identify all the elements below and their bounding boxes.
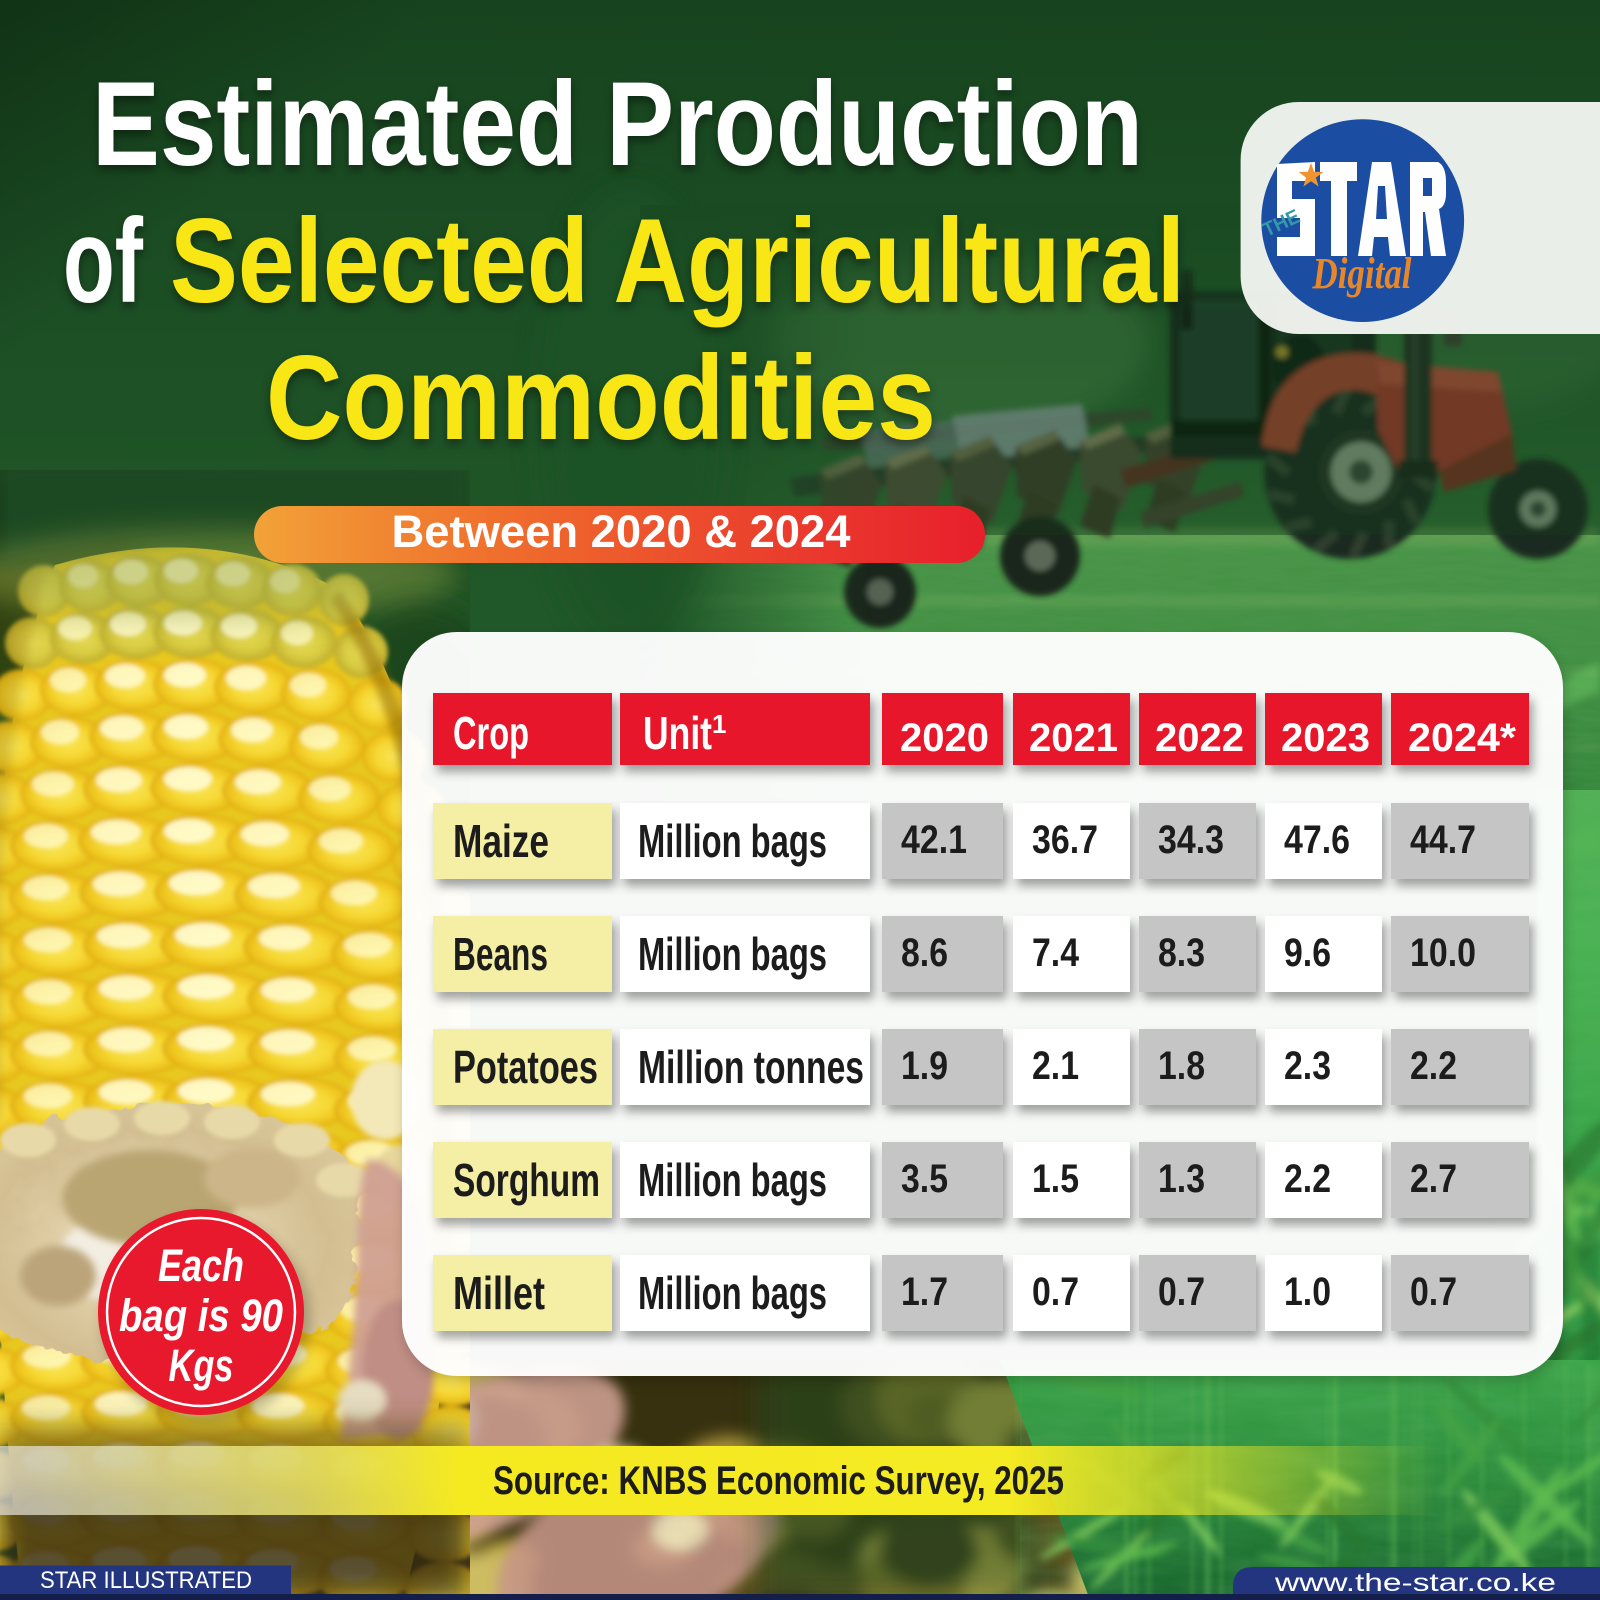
svg-text:Crop: Crop (453, 707, 529, 759)
svg-text:Million tonnes: Million tonnes (638, 1041, 864, 1093)
svg-text:Each: Each (158, 1240, 244, 1291)
svg-text:1.7: 1.7 (901, 1270, 948, 1314)
svg-text:Sorghum: Sorghum (453, 1154, 600, 1206)
svg-text:0.7: 0.7 (1410, 1270, 1457, 1314)
svg-text:Million bags: Million bags (638, 1154, 827, 1206)
svg-text:Source: KNBS Economic Survey,: Source: KNBS Economic Survey, 2025 (493, 1459, 1064, 1503)
svg-text:2020: 2020 (900, 716, 989, 760)
svg-text:Millet: Millet (453, 1267, 545, 1319)
svg-text:of: of (63, 194, 144, 328)
svg-text:8.6: 8.6 (901, 931, 948, 975)
svg-text:3.5: 3.5 (901, 1157, 948, 1201)
svg-text:2.2: 2.2 (1284, 1157, 1331, 1201)
svg-text:Beans: Beans (453, 928, 548, 980)
svg-text:36.7: 36.7 (1032, 818, 1098, 862)
svg-text:9.6: 9.6 (1284, 931, 1331, 975)
svg-text:47.6: 47.6 (1284, 818, 1350, 862)
svg-text:Kgs: Kgs (169, 1340, 234, 1391)
svg-text:1.0: 1.0 (1284, 1270, 1331, 1314)
svg-text:Digital: Digital (1312, 249, 1412, 298)
svg-text:2.2: 2.2 (1410, 1044, 1457, 1088)
svg-text:2024*: 2024* (1408, 716, 1516, 760)
svg-text:Million bags: Million bags (638, 815, 827, 867)
svg-text:42.1: 42.1 (901, 818, 967, 862)
svg-text:7.4: 7.4 (1032, 931, 1080, 975)
svg-text:Estimated Production: Estimated Production (92, 57, 1143, 191)
svg-text:1.8: 1.8 (1158, 1044, 1205, 1088)
svg-text:www.the-star.co.ke: www.the-star.co.ke (1274, 1569, 1556, 1597)
svg-text:Million bags: Million bags (638, 928, 827, 980)
svg-text:2022: 2022 (1155, 716, 1244, 760)
svg-text:Potatoes: Potatoes (453, 1041, 598, 1093)
svg-text:Unit1: Unit1 (643, 707, 726, 759)
svg-text:STAR ILLUSTRATED: STAR ILLUSTRATED (40, 1567, 252, 1594)
svg-text:34.3: 34.3 (1158, 818, 1224, 862)
svg-text:2.3: 2.3 (1284, 1044, 1331, 1088)
svg-text:8.3: 8.3 (1158, 931, 1205, 975)
svg-text:1.5: 1.5 (1032, 1157, 1079, 1201)
svg-text:2023: 2023 (1281, 716, 1370, 760)
svg-text:0.7: 0.7 (1032, 1270, 1079, 1314)
svg-text:Maize: Maize (453, 815, 549, 867)
svg-text:Selected Agricultural: Selected Agricultural (170, 194, 1185, 328)
svg-text:Commodities: Commodities (266, 331, 936, 465)
svg-text:1.9: 1.9 (901, 1044, 948, 1088)
svg-text:Between 2020 & 2024: Between 2020 & 2024 (392, 506, 851, 557)
svg-text:2.7: 2.7 (1410, 1157, 1457, 1201)
svg-text:2021: 2021 (1029, 716, 1118, 760)
svg-text:Million bags: Million bags (638, 1267, 827, 1319)
svg-text:2.1: 2.1 (1032, 1044, 1079, 1088)
svg-text:bag is 90: bag is 90 (119, 1290, 283, 1341)
svg-text:10.0: 10.0 (1410, 931, 1476, 975)
svg-text:1.3: 1.3 (1158, 1157, 1205, 1201)
svg-text:44.7: 44.7 (1410, 818, 1476, 862)
svg-text:0.7: 0.7 (1158, 1270, 1205, 1314)
